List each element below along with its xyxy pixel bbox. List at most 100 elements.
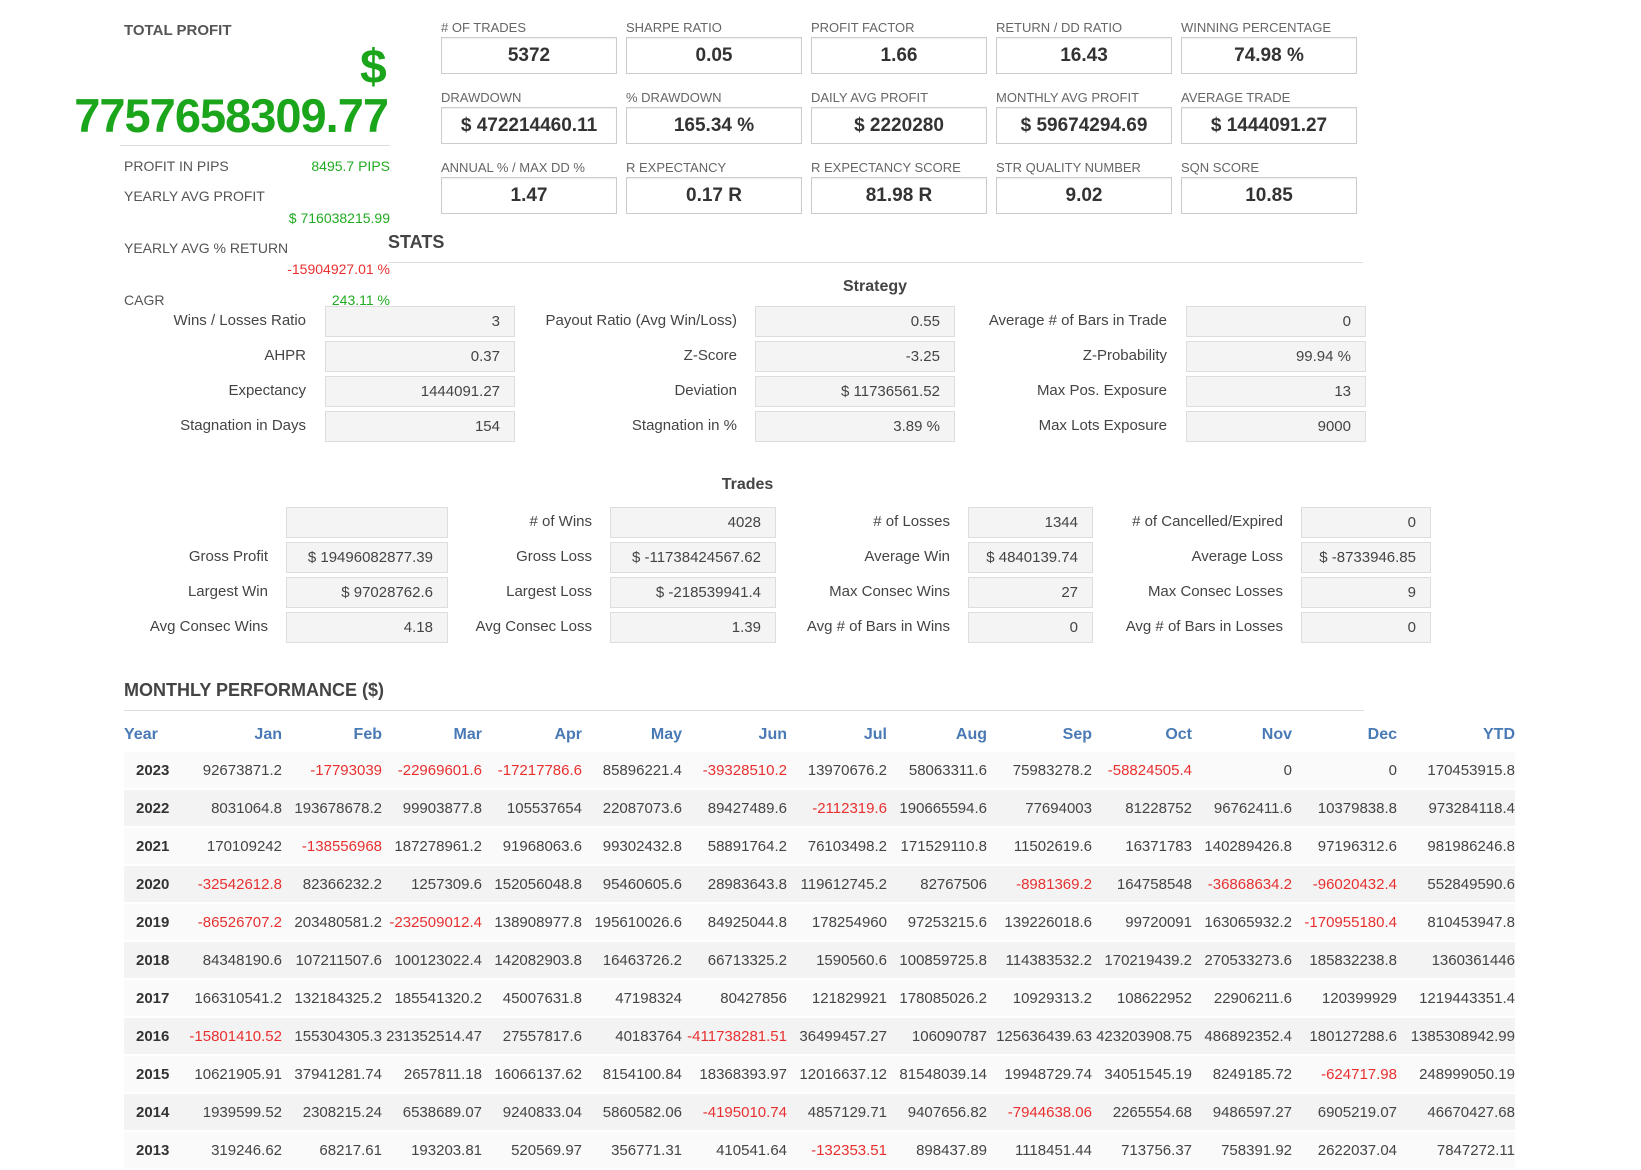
value-cell: 185541320.2 [382, 979, 482, 1018]
value-cell: 1219443351.4 [1397, 979, 1515, 1018]
value-cell: 10929313.2 [987, 979, 1092, 1018]
trades-label: Gross Profit [188, 548, 268, 565]
value-cell: -17793039 [282, 752, 382, 790]
strategy-label: Expectancy [228, 382, 306, 399]
kpi-label: DRAWDOWN [441, 90, 522, 105]
kpi-label: % DRAWDOWN [626, 90, 722, 105]
trades-value: 0 [1301, 507, 1431, 538]
trades-label: # of Losses [873, 513, 950, 530]
kpi-value: $ 1444091.27 [1181, 107, 1357, 144]
column-header: YTD [1483, 726, 1515, 743]
value-cell: 18368393.97 [682, 1055, 787, 1094]
trades-label: Average Loss [1191, 548, 1283, 565]
value-cell: 81228752 [1092, 789, 1192, 828]
column-header: May [650, 726, 682, 743]
kpi-value: 5372 [441, 37, 617, 74]
year-cell: 2020 [124, 865, 182, 904]
strategy-value: 3 [325, 306, 515, 337]
trades-value: $ -218539941.4 [610, 577, 776, 608]
value-cell: 1118451.44 [987, 1131, 1092, 1170]
value-cell: 132184325.2 [282, 979, 382, 1018]
year-cell: 2017 [124, 979, 182, 1018]
value-cell: 552849590.6 [1397, 865, 1515, 904]
value-cell: 758391.92 [1192, 1131, 1292, 1170]
kpi-label: STR QUALITY NUMBER [996, 160, 1141, 175]
value-cell: 99302432.8 [582, 827, 682, 866]
value-cell: 981986246.8 [1397, 827, 1515, 866]
value-cell: 9240833.04 [482, 1093, 582, 1132]
value-cell: -170955180.4 [1292, 903, 1397, 942]
value-cell: 9486597.27 [1192, 1093, 1292, 1132]
value-cell: 171529110.8 [887, 827, 987, 866]
strategy-value: 0 [1186, 306, 1366, 337]
strategy-label: Max Lots Exposure [1038, 417, 1167, 434]
table-row: 2020 -32542612.8 82366232.2 1257309.6 152056… [124, 865, 1515, 904]
value-cell: 8031064.8 [182, 789, 282, 828]
strategy-value: -3.25 [755, 341, 955, 372]
strategy-value: 154 [325, 411, 515, 442]
kpi-value: $ 2220280 [811, 107, 987, 144]
value-cell: 166310541.2 [182, 979, 282, 1018]
value-cell: 121829921 [787, 979, 887, 1018]
value-cell: 66713325.2 [682, 941, 787, 980]
strategy-label: Stagnation in % [631, 417, 737, 434]
year-cell: 2016 [124, 1017, 182, 1056]
trades-value: $ 4840139.74 [968, 542, 1093, 573]
value-cell: 58891764.2 [682, 827, 787, 866]
value-cell: 99720091 [1092, 903, 1192, 942]
strategy-title: Strategy [842, 278, 908, 295]
trades-label: # of Cancelled/Expired [1132, 513, 1283, 530]
kpi-label: SHARPE RATIO [626, 20, 722, 35]
kpi-value: 0.17 R [626, 177, 802, 214]
value-cell: 2265554.68 [1092, 1093, 1192, 1132]
kpi-label: # OF TRADES [441, 20, 527, 35]
value-cell: 973284118.4 [1397, 789, 1515, 828]
value-cell: 152056048.8 [482, 865, 582, 904]
value-cell: 80427856 [682, 979, 787, 1018]
strategy-value: $ 11736561.52 [755, 376, 955, 407]
value-cell: 0 [1192, 752, 1292, 790]
value-cell: 193203.81 [382, 1131, 482, 1170]
value-cell: 140289426.8 [1192, 827, 1292, 866]
table-row: 2017 166310541.2 132184325.2 185541320.2 450… [124, 979, 1515, 1018]
value-cell: 6538689.07 [382, 1093, 482, 1132]
value-cell: 1360361446 [1397, 941, 1515, 980]
value-cell: 10621905.91 [182, 1055, 282, 1094]
trades-label: Max Consec Losses [1147, 583, 1283, 600]
trades-label: Largest Win [187, 583, 268, 600]
profit-in-pips-value: 8495.7 PIPS [311, 158, 390, 174]
value-cell: -624717.98 [1292, 1055, 1397, 1094]
value-cell: 119612745.2 [787, 865, 887, 904]
value-cell: -17217786.6 [482, 752, 582, 790]
strategy-value: 0.55 [755, 306, 955, 337]
value-cell: 97196312.6 [1292, 827, 1397, 866]
kpi-value: $ 472214460.11 [441, 107, 617, 144]
kpi-label: R EXPECTANCY SCORE [811, 160, 961, 175]
value-cell: 46670427.68 [1397, 1093, 1515, 1132]
value-cell: 170453915.8 [1397, 752, 1515, 790]
value-cell: 163065932.2 [1192, 903, 1292, 942]
value-cell: 120399929 [1292, 979, 1397, 1018]
value-cell: 8249185.72 [1192, 1055, 1292, 1094]
kpi-value: $ 59674294.69 [996, 107, 1172, 144]
value-cell: 40183764 [582, 1017, 682, 1056]
value-cell: 356771.31 [582, 1131, 682, 1170]
value-cell: 108622952 [1092, 979, 1192, 1018]
value-cell: 178085026.2 [887, 979, 987, 1018]
value-cell: 76103498.2 [787, 827, 887, 866]
value-cell: 125636439.63 [987, 1017, 1092, 1056]
value-cell: 28983643.8 [682, 865, 787, 904]
value-cell: 19948729.74 [987, 1055, 1092, 1094]
value-cell: 170219439.2 [1092, 941, 1192, 980]
value-cell: 16066137.62 [482, 1055, 582, 1094]
total-profit-title: TOTAL PROFIT [124, 22, 232, 39]
value-cell: 106090787 [887, 1017, 987, 1056]
value-cell: -96020432.4 [1292, 865, 1397, 904]
value-cell: 27557817.6 [482, 1017, 582, 1056]
trades-value: 0 [968, 612, 1093, 643]
monthly-performance-title: MONTHLY PERFORMANCE ($) [124, 680, 385, 700]
value-cell: -32542612.8 [182, 865, 282, 904]
value-cell: 22087073.6 [582, 789, 682, 828]
strategy-label: Stagnation in Days [180, 417, 306, 434]
value-cell: 34051545.19 [1092, 1055, 1192, 1094]
